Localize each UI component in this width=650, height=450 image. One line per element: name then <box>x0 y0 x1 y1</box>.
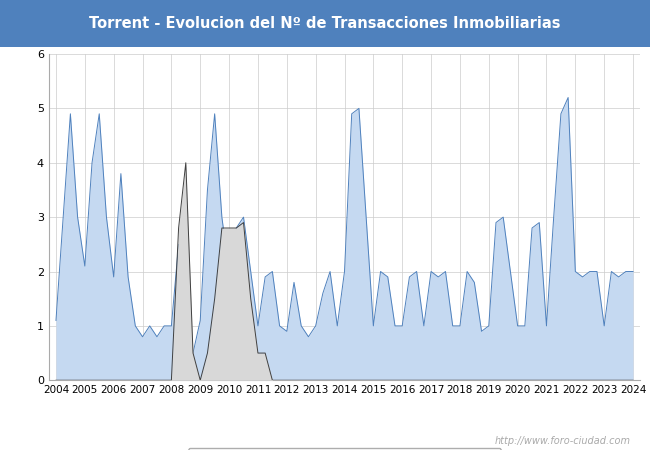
Legend: Viviendas Nuevas, Viviendas Usadas: Viviendas Nuevas, Viviendas Usadas <box>188 448 501 450</box>
Text: http://www.foro-ciudad.com: http://www.foro-ciudad.com <box>495 436 630 446</box>
Text: Torrent - Evolucion del Nº de Transacciones Inmobiliarias: Torrent - Evolucion del Nº de Transaccio… <box>89 16 561 31</box>
